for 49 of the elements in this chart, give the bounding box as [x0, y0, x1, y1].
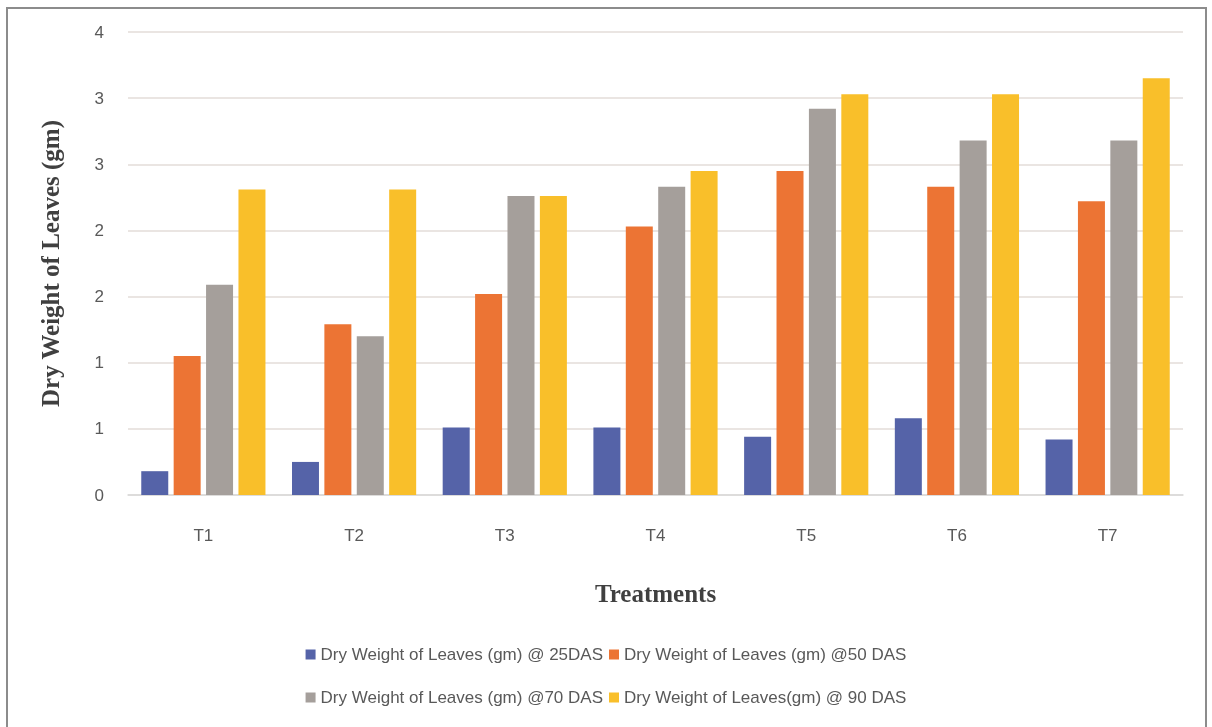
- y-tick-label: 3: [94, 154, 104, 174]
- bar: [442, 427, 470, 495]
- bar: [206, 284, 234, 495]
- bar: [593, 427, 621, 495]
- bar: [927, 186, 955, 495]
- bar: [1045, 439, 1073, 495]
- bar: [291, 461, 319, 495]
- bar: [475, 293, 503, 495]
- legend-label: Dry Weight of Leaves(gm) @ 90 DAS: [624, 688, 907, 707]
- bar: [389, 189, 417, 495]
- bar: [1077, 201, 1105, 495]
- y-tick-label: 2: [94, 220, 104, 240]
- bar: [959, 140, 987, 495]
- bar: [324, 324, 352, 495]
- legend-label: Dry Weight of Leaves (gm) @70 DAS: [320, 688, 603, 707]
- bar: [658, 186, 686, 495]
- y-tick-label: 0: [94, 485, 104, 505]
- x-axis-title: Treatments: [594, 580, 717, 607]
- bar: [356, 336, 384, 495]
- x-tick-label: T2: [344, 526, 364, 545]
- bar: [744, 436, 772, 495]
- y-tick-label: 1: [94, 419, 104, 439]
- bar: [808, 108, 836, 495]
- y-tick-label: 4: [94, 22, 104, 42]
- x-tick-label: T5: [796, 526, 817, 545]
- bar: [992, 94, 1020, 495]
- x-tick-label: T7: [1097, 526, 1118, 545]
- x-tick-label: T4: [645, 526, 666, 545]
- bar: [841, 94, 869, 495]
- bar: [1142, 78, 1170, 495]
- y-tick-label: 3: [94, 88, 104, 108]
- y-tick-label: 2: [94, 287, 104, 307]
- bar: [776, 170, 804, 495]
- legend-label: Dry Weight of Leaves (gm) @50 DAS: [624, 645, 907, 664]
- bar: [238, 189, 266, 495]
- bar: [1110, 140, 1138, 495]
- y-axis-title: Dry Weight of Leaves (gm): [37, 120, 65, 407]
- x-tick-label: T3: [494, 526, 515, 545]
- y-tick-label: 1: [94, 353, 104, 373]
- bar: [539, 196, 567, 495]
- legend-label: Dry Weight of Leaves (gm) @ 25DAS: [320, 645, 603, 664]
- bar: [625, 226, 653, 495]
- bar: [173, 356, 201, 495]
- bar: [894, 418, 922, 495]
- x-tick-label: T6: [947, 526, 967, 545]
- x-tick-label: T1: [193, 526, 214, 545]
- bar: [507, 196, 535, 495]
- bar: [690, 170, 718, 495]
- bar: [141, 471, 169, 495]
